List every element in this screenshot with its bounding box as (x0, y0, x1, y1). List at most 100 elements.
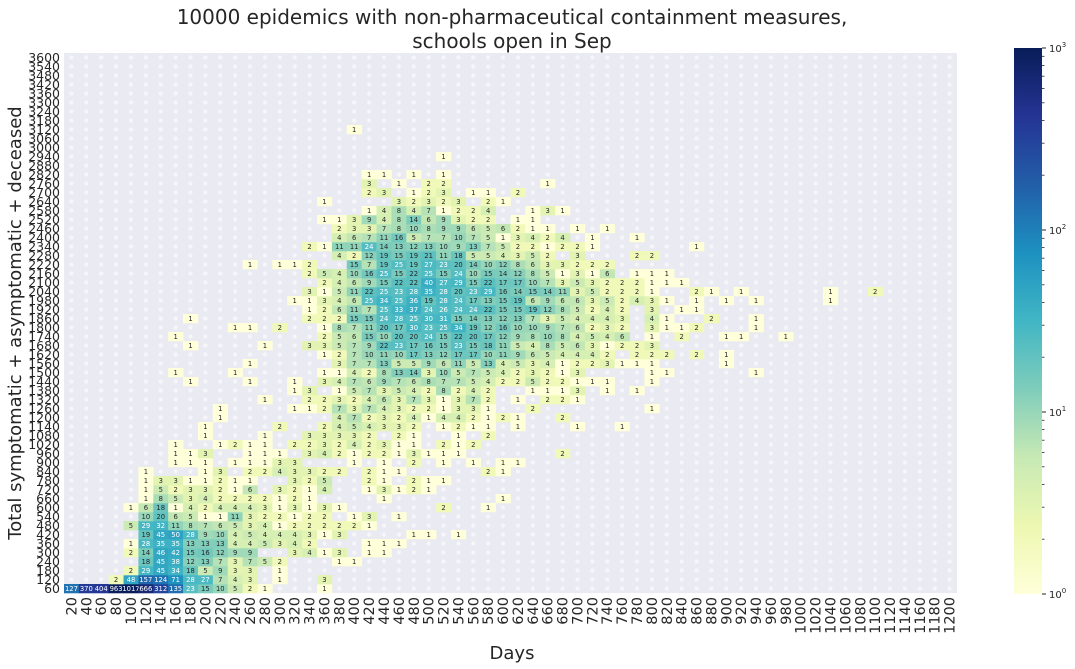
empty-cell-marker (902, 253, 908, 258)
empty-cell-marker (843, 55, 848, 60)
empty-cell-marker (932, 289, 937, 294)
empty-cell-marker (277, 316, 282, 321)
empty-cell-marker (664, 109, 669, 114)
heatmap-cell-label: 4 (352, 369, 356, 377)
empty-cell-marker (307, 379, 312, 384)
heatmap-cell (361, 431, 377, 441)
empty-cell-marker (575, 82, 580, 87)
empty-cell-marker (664, 568, 669, 573)
empty-cell-marker (515, 487, 521, 492)
empty-cell-marker (352, 199, 357, 204)
empty-cell-marker (858, 235, 863, 240)
empty-cell-marker (292, 415, 297, 420)
heatmap-cell (674, 305, 690, 315)
empty-cell-marker (99, 559, 104, 564)
empty-cell-marker (575, 523, 580, 528)
empty-cell-marker (858, 550, 863, 555)
heatmap-cell-label: 2 (322, 315, 326, 323)
heatmap-cell-label: 4 (590, 315, 594, 323)
empty-cell-marker (113, 397, 119, 402)
empty-cell-marker (783, 406, 788, 411)
empty-cell-marker (887, 316, 893, 321)
heatmap-cell (555, 359, 571, 369)
empty-cell-marker (262, 577, 268, 582)
empty-cell-marker (947, 217, 952, 222)
empty-cell-marker (634, 208, 640, 213)
empty-cell-marker (753, 55, 759, 60)
heatmap-cell (436, 305, 452, 315)
heatmap-cell-label: 4 (337, 423, 341, 431)
empty-cell-marker (113, 316, 119, 321)
empty-cell-marker (292, 190, 297, 195)
empty-cell-marker (634, 334, 640, 339)
empty-cell-marker (381, 586, 387, 591)
heatmap-cell (197, 458, 214, 468)
empty-cell-marker (724, 325, 729, 330)
empty-cell-marker (649, 118, 654, 123)
empty-cell-marker (277, 289, 282, 294)
x-tick-label: 620 (511, 597, 527, 625)
heatmap-cell-label: 7 (367, 261, 371, 269)
empty-cell-marker (605, 559, 610, 564)
empty-cell-marker (873, 91, 878, 96)
empty-cell-marker (947, 262, 952, 267)
heatmap-cell-label: 1 (531, 216, 535, 224)
heatmap-cell-label: 10 (216, 585, 225, 593)
heatmap-cell (406, 341, 422, 351)
empty-cell-marker (188, 145, 193, 150)
empty-cell-marker (158, 154, 163, 159)
empty-cell-marker (858, 280, 863, 285)
empty-cell-marker (709, 235, 714, 240)
empty-cell-marker (322, 388, 327, 393)
empty-cell-marker (396, 559, 401, 564)
empty-cell-marker (471, 100, 476, 105)
empty-cell-marker (560, 190, 565, 195)
heatmap-cell-label: 4 (293, 540, 297, 548)
empty-cell-marker (590, 523, 595, 528)
heatmap-cell-label: 15 (365, 333, 374, 341)
empty-cell-marker (292, 586, 297, 591)
empty-cell-marker (605, 433, 610, 438)
empty-cell-marker (739, 298, 744, 303)
empty-cell-marker (143, 199, 148, 204)
empty-cell-marker (649, 145, 654, 150)
empty-cell-marker (158, 208, 163, 213)
heatmap-cell-label: 1 (352, 513, 356, 521)
heatmap-cell (480, 224, 496, 234)
heatmap-cell (391, 179, 407, 189)
heatmap-cell-label: 10 (409, 225, 418, 233)
heatmap-cell-label: 2 (546, 378, 550, 386)
empty-cell-marker (917, 298, 922, 303)
heatmap-cell-label: 3 (248, 522, 252, 530)
empty-cell-marker (218, 82, 223, 87)
empty-cell-marker (932, 577, 937, 582)
heatmap-cell (346, 314, 362, 324)
empty-cell-marker (917, 190, 922, 195)
empty-cell-marker (426, 154, 431, 159)
empty-cell-marker (233, 181, 238, 186)
empty-cell-marker (247, 109, 253, 114)
empty-cell-marker (649, 541, 654, 546)
heatmap-cell-label: 2 (486, 432, 490, 440)
heatmap-cell-label: 1 (516, 423, 520, 431)
heatmap-cell-label: 1 (293, 261, 297, 269)
heatmap-cell-label: 7 (203, 522, 207, 530)
empty-cell-marker (932, 226, 937, 231)
empty-cell-marker (902, 109, 908, 114)
heatmap-cell (718, 296, 735, 306)
empty-cell-marker (917, 172, 922, 177)
heatmap-cell-label: 24 (365, 243, 374, 251)
empty-cell-marker (411, 550, 416, 555)
heatmap-cell (317, 548, 333, 558)
empty-cell-marker (634, 64, 640, 69)
heatmap-cell-label: 9 (546, 297, 550, 305)
heatmap-cell (510, 233, 526, 243)
empty-cell-marker (813, 469, 818, 474)
empty-cell-marker (902, 379, 908, 384)
empty-cell-marker (113, 523, 119, 528)
empty-cell-marker (113, 235, 119, 240)
empty-cell-marker (381, 127, 387, 132)
empty-cell-marker (739, 145, 744, 150)
empty-cell-marker (411, 91, 416, 96)
empty-cell-marker (322, 163, 327, 168)
